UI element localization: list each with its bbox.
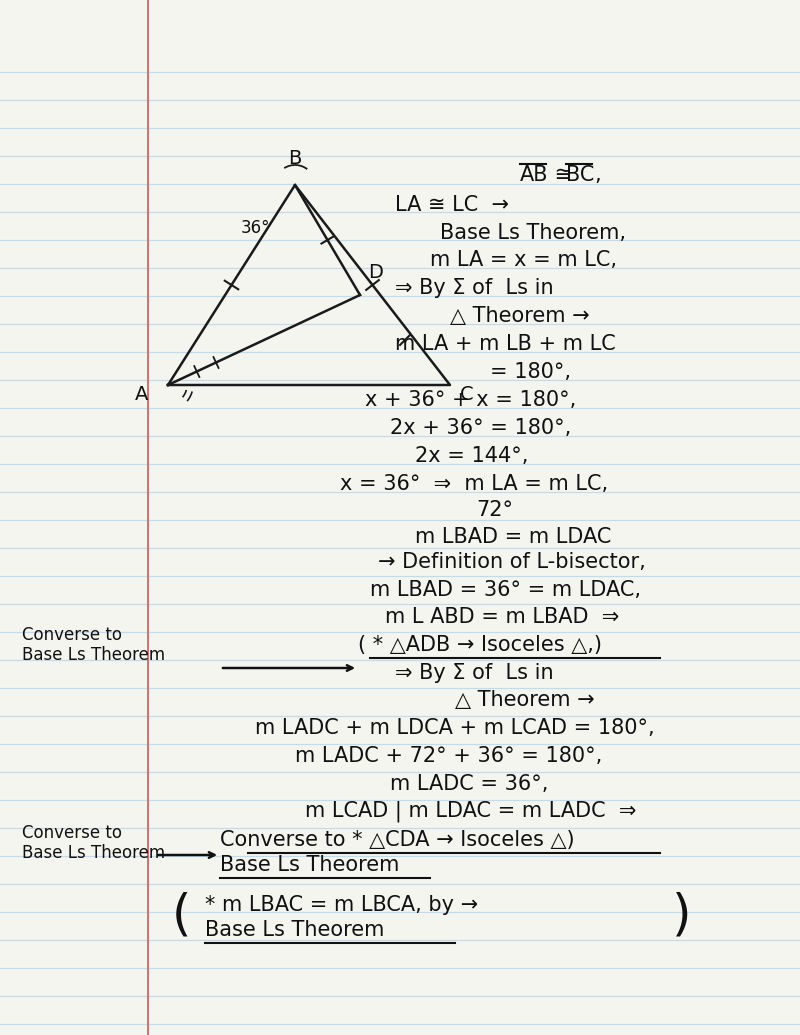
Text: ( * △ADB → Isoceles △,): ( * △ADB → Isoceles △,)	[358, 635, 602, 655]
Text: ⇒ By Σ of  Ls in: ⇒ By Σ of Ls in	[395, 663, 554, 683]
Text: m L ABD = m LBAD  ⇒: m L ABD = m LBAD ⇒	[385, 607, 619, 627]
Text: AB: AB	[520, 165, 549, 185]
Text: ≅: ≅	[548, 165, 578, 185]
Text: Converse to * △CDA → Isoceles △): Converse to * △CDA → Isoceles △)	[220, 830, 574, 850]
Text: BC: BC	[566, 165, 594, 185]
Text: Base Ls Theorem: Base Ls Theorem	[220, 855, 399, 875]
Text: D: D	[368, 263, 383, 282]
Text: → Definition of L-bisector,: → Definition of L-bisector,	[378, 552, 646, 572]
Text: m LADC + m LDCA + m LCAD = 180°,: m LADC + m LDCA + m LCAD = 180°,	[255, 718, 654, 738]
Text: 72°: 72°	[476, 500, 513, 520]
Text: Converse to: Converse to	[22, 824, 122, 842]
Text: A: A	[134, 385, 148, 405]
Text: 2x + 36° = 180°,: 2x + 36° = 180°,	[390, 418, 571, 438]
Text: ): )	[672, 891, 691, 939]
Text: 2x = 144°,: 2x = 144°,	[415, 446, 528, 466]
Text: ⇒ By Σ of  Ls in: ⇒ By Σ of Ls in	[395, 278, 554, 298]
Text: B: B	[288, 149, 302, 168]
Text: * m LBAC = m LBCA, by →: * m LBAC = m LBCA, by →	[205, 895, 478, 915]
Text: LA ≅ LC  →: LA ≅ LC →	[395, 195, 509, 215]
Text: (: (	[172, 891, 191, 939]
Text: m LADC + 72° + 36° = 180°,: m LADC + 72° + 36° = 180°,	[295, 746, 602, 766]
Text: m LBAD = 36° = m LDAC,: m LBAD = 36° = m LDAC,	[370, 580, 641, 600]
Text: m LA = x = m LC,: m LA = x = m LC,	[430, 250, 617, 270]
Text: = 180°,: = 180°,	[490, 362, 571, 382]
Text: x + 36° + x = 180°,: x + 36° + x = 180°,	[365, 390, 576, 410]
Text: Base Ls Theorem,: Base Ls Theorem,	[440, 223, 626, 243]
Text: m LA + m LB + m LC: m LA + m LB + m LC	[395, 334, 616, 354]
Text: m LCAD | m LDAC = m LADC  ⇒: m LCAD | m LDAC = m LADC ⇒	[305, 800, 636, 822]
Text: C: C	[460, 385, 474, 405]
Text: Converse to: Converse to	[22, 626, 122, 644]
Text: ,: ,	[594, 165, 601, 185]
Text: Base Ls Theorem: Base Ls Theorem	[205, 920, 384, 940]
Text: x = 36°  ⇒  m LA = m LC,: x = 36° ⇒ m LA = m LC,	[340, 474, 608, 494]
Text: Base Ls Theorem: Base Ls Theorem	[22, 646, 165, 664]
Text: 36°: 36°	[240, 219, 270, 237]
Text: Base Ls Theorem: Base Ls Theorem	[22, 844, 165, 862]
Text: △ Theorem →: △ Theorem →	[450, 306, 590, 326]
Text: m LBAD = m LDAC: m LBAD = m LDAC	[415, 527, 611, 548]
Text: m LADC = 36°,: m LADC = 36°,	[390, 774, 548, 794]
Text: △ Theorem →: △ Theorem →	[455, 690, 594, 710]
